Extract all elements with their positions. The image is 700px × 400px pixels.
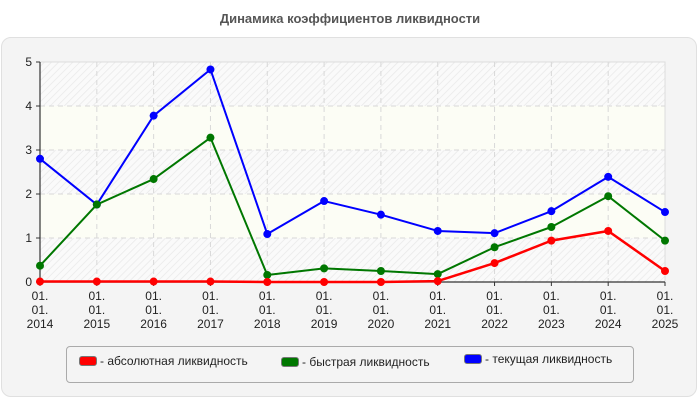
x-tick-label: 01.	[202, 289, 219, 303]
data-point[interactable]	[320, 197, 329, 206]
y-tick-label: 1	[25, 231, 32, 245]
x-tick-label: 2019	[311, 317, 338, 331]
x-tick-label: 01.	[543, 289, 560, 303]
data-point[interactable]	[490, 259, 499, 268]
x-tick-label: 01.	[32, 289, 49, 303]
grid-lines	[40, 62, 665, 282]
legend-label: - быстрая ликвидность	[302, 355, 430, 369]
data-point[interactable]	[376, 267, 385, 275]
axis-labels: 01234501.01.201401.01.201501.01.201601.0…	[25, 55, 678, 331]
data-point[interactable]	[547, 223, 556, 231]
series-lines	[36, 65, 669, 286]
data-point[interactable]	[376, 210, 385, 219]
data-point[interactable]	[92, 200, 101, 209]
data-point[interactable]	[490, 229, 499, 238]
series-1	[36, 133, 669, 279]
chart-title: Динамика коэффициентов ликвидности	[219, 11, 481, 26]
legend-item-current: - текущая ликвидность	[464, 352, 612, 366]
x-tick-label: 01.	[543, 303, 560, 317]
data-point[interactable]	[604, 192, 613, 201]
data-point[interactable]	[36, 261, 44, 270]
x-tick-label: 01.	[600, 303, 617, 317]
legend-label: - абсолютная ликвидность	[100, 354, 248, 368]
y-tick-label: 2	[25, 187, 32, 201]
data-point[interactable]	[206, 133, 215, 142]
data-point[interactable]	[547, 236, 556, 245]
y-tick-label: 5	[25, 55, 32, 69]
data-point[interactable]	[661, 236, 669, 245]
data-point[interactable]	[320, 278, 329, 286]
data-point[interactable]	[604, 226, 613, 235]
x-tick-label: 01.	[259, 303, 276, 317]
x-tick-label: 01.	[145, 289, 162, 303]
data-point[interactable]	[206, 65, 215, 74]
legend-swatch-green	[281, 357, 299, 367]
data-point[interactable]	[490, 243, 499, 252]
data-point[interactable]	[206, 277, 215, 286]
x-tick-label: 2021	[424, 317, 451, 331]
data-point[interactable]	[149, 111, 158, 120]
data-point[interactable]	[36, 277, 44, 286]
x-tick-label: 2017	[197, 317, 224, 331]
x-tick-label: 01.	[429, 289, 446, 303]
legend-swatch-red	[79, 356, 97, 366]
data-point[interactable]	[604, 172, 613, 181]
data-point[interactable]	[263, 230, 272, 239]
data-point[interactable]	[661, 267, 669, 275]
legend-label: - текущая ликвидность	[485, 352, 613, 366]
x-tick-label: 2018	[254, 317, 281, 331]
x-tick-label: 01.	[657, 289, 674, 303]
data-point[interactable]	[547, 207, 556, 216]
x-tick-label: 01.	[259, 289, 276, 303]
y-tick-label: 0	[25, 275, 32, 289]
data-point[interactable]	[320, 264, 329, 273]
x-tick-label: 2016	[140, 317, 167, 331]
x-tick-label: 01.	[373, 303, 390, 317]
y-tick-label: 3	[25, 143, 32, 157]
x-tick-label: 2023	[538, 317, 565, 331]
x-tick-label: 01.	[486, 303, 503, 317]
x-tick-label: 01.	[32, 303, 49, 317]
x-tick-label: 2024	[595, 317, 622, 331]
data-point[interactable]	[661, 208, 669, 217]
data-point[interactable]	[433, 226, 442, 235]
data-point[interactable]	[433, 277, 442, 286]
x-tick-label: 2015	[83, 317, 110, 331]
legend-item-absolute: - абсолютная ликвидность	[79, 354, 248, 368]
data-point[interactable]	[376, 278, 385, 286]
x-tick-label: 01.	[88, 289, 105, 303]
legend-item-quick: - быстрая ликвидность	[281, 355, 430, 369]
data-point[interactable]	[92, 277, 101, 286]
data-point[interactable]	[433, 270, 442, 279]
x-tick-label: 2025	[652, 317, 679, 331]
data-point[interactable]	[36, 154, 44, 163]
series-0	[36, 226, 669, 286]
x-tick-label: 2020	[368, 317, 395, 331]
legend-swatch-blue	[464, 354, 482, 364]
legend: - абсолютная ликвидность - быстрая ликви…	[66, 346, 634, 383]
data-point[interactable]	[263, 270, 272, 279]
x-tick-label: 01.	[429, 303, 446, 317]
x-tick-label: 01.	[600, 289, 617, 303]
data-point[interactable]	[149, 175, 158, 184]
data-point[interactable]	[263, 278, 272, 286]
plot-area	[39, 61, 666, 283]
x-tick-label: 01.	[316, 289, 333, 303]
y-tick-label: 4	[25, 99, 32, 113]
x-tick-label: 01.	[486, 289, 503, 303]
x-tick-label: 01.	[373, 289, 390, 303]
x-tick-label: 01.	[657, 303, 674, 317]
x-tick-label: 2014	[27, 317, 54, 331]
data-point[interactable]	[149, 277, 158, 286]
x-tick-label: 01.	[202, 303, 219, 317]
x-tick-label: 01.	[316, 303, 333, 317]
x-tick-label: 2022	[481, 317, 508, 331]
x-tick-label: 01.	[145, 303, 162, 317]
x-tick-label: 01.	[88, 303, 105, 317]
